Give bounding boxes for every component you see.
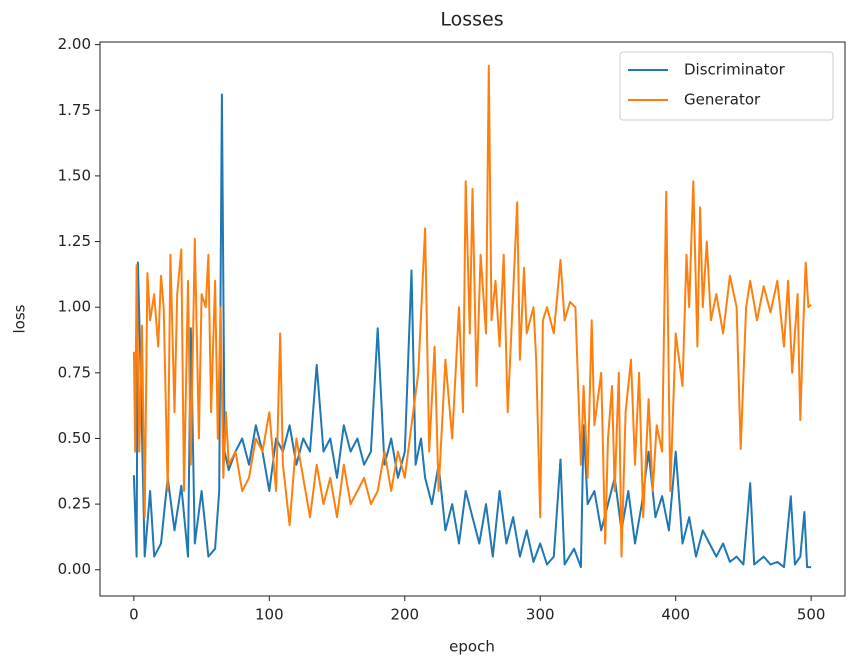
y-tick-label: 0.00 (58, 560, 91, 578)
y-tick-label: 1.00 (58, 298, 91, 316)
x-tick-label: 200 (390, 606, 419, 624)
y-tick-label: 0.50 (58, 429, 91, 447)
legend-box (619, 51, 834, 121)
x-tick-label: 300 (526, 606, 555, 624)
y-tick-label: 0.25 (58, 495, 91, 513)
legend-label: Generator (684, 91, 761, 109)
chart-title: Losses (440, 9, 503, 31)
y-tick-label: 1.75 (58, 101, 91, 119)
y-tick-label: 0.75 (58, 363, 91, 381)
x-tick-label: 0 (129, 606, 139, 624)
x-tick-label: 100 (255, 606, 284, 624)
series-line (132, 64, 812, 558)
x-axis-label: epoch (449, 638, 495, 656)
y-tick-label: 1.25 (58, 232, 91, 250)
y-tick-label: 1.50 (58, 166, 91, 184)
legend-label: Discriminator (684, 61, 786, 79)
plot-frame (99, 41, 846, 597)
x-tick-label: 400 (661, 606, 690, 624)
y-tick-label: 2.00 (58, 35, 91, 53)
y-axis-label: loss (11, 304, 29, 333)
x-tick-label: 500 (797, 606, 826, 624)
series-line (132, 93, 812, 569)
